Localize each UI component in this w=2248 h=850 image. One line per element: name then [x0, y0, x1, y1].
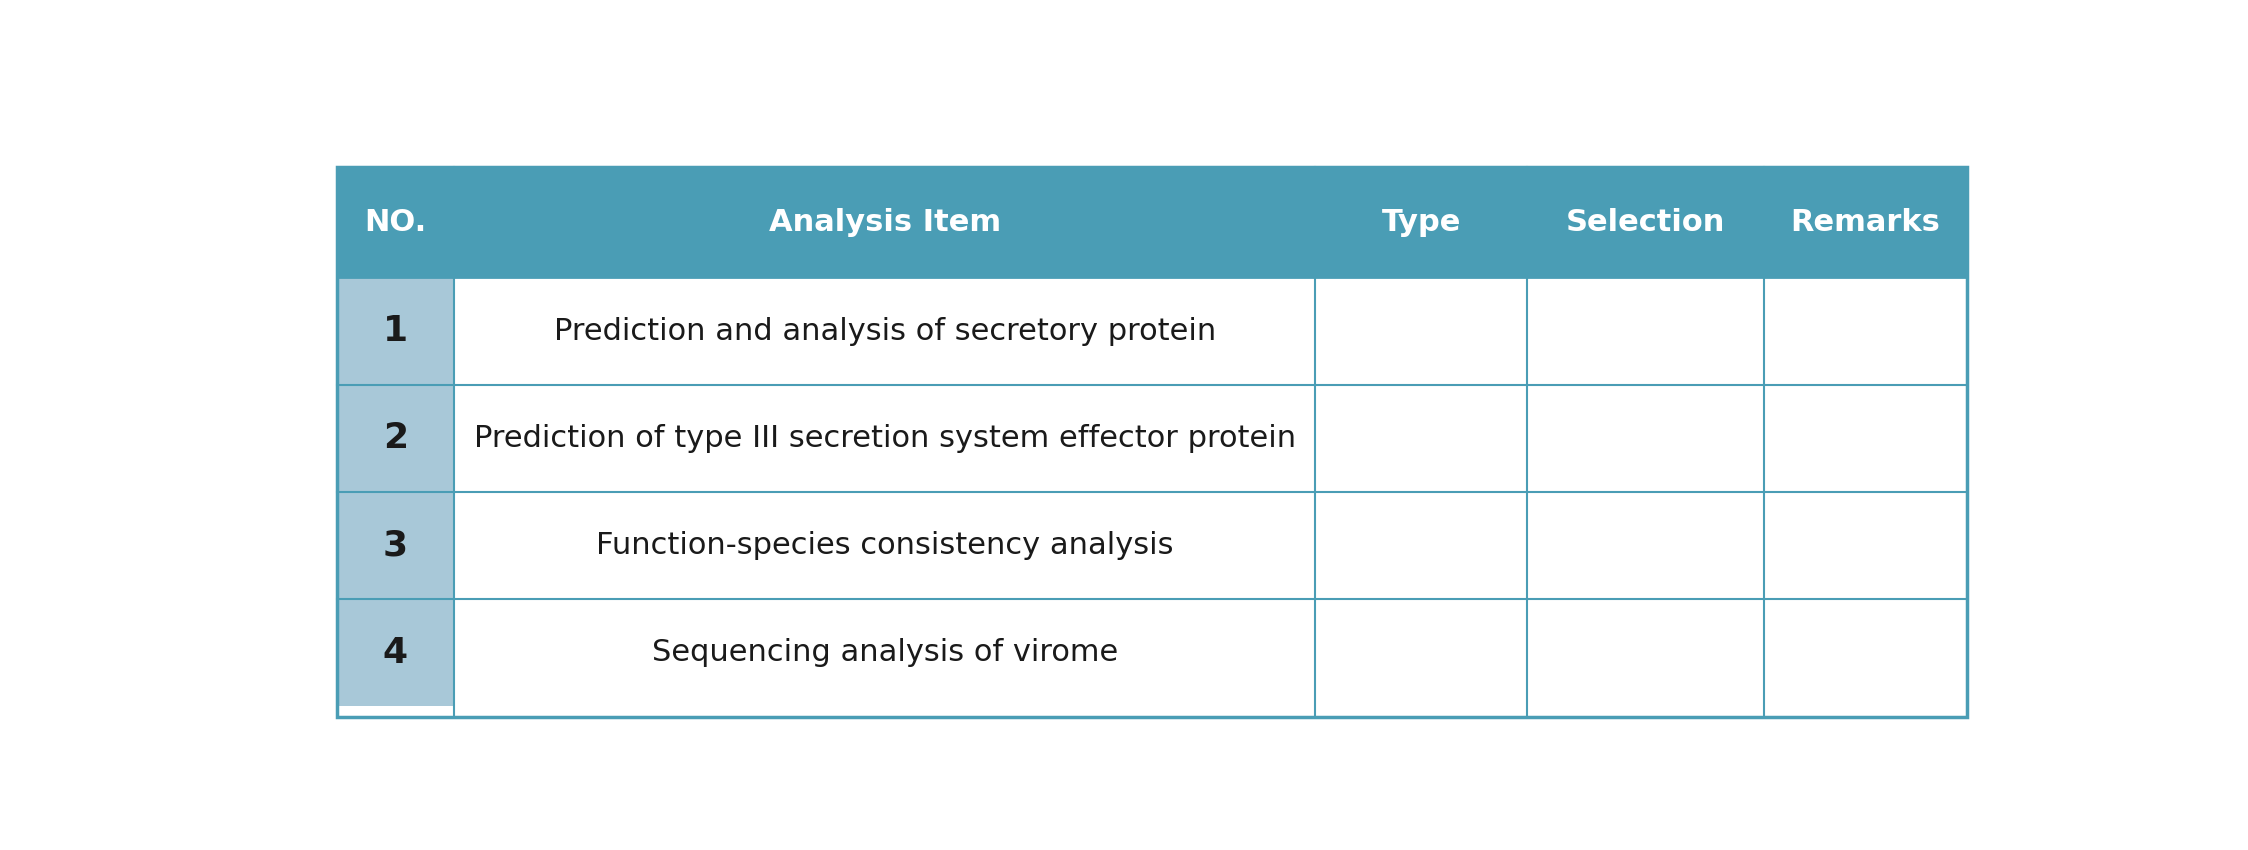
- Bar: [337, 167, 1967, 277]
- Bar: [337, 492, 454, 599]
- Text: Sequencing analysis of virome: Sequencing analysis of virome: [652, 638, 1117, 667]
- Bar: [454, 277, 1315, 384]
- Bar: [1765, 492, 1967, 599]
- Bar: [454, 384, 1315, 492]
- Bar: [1765, 599, 1967, 706]
- Text: Remarks: Remarks: [1792, 208, 1940, 237]
- Text: Prediction of type III secretion system effector protein: Prediction of type III secretion system …: [474, 423, 1295, 453]
- Bar: [1526, 599, 1765, 706]
- Text: Prediction and analysis of secretory protein: Prediction and analysis of secretory pro…: [553, 316, 1216, 345]
- Bar: [337, 277, 454, 384]
- Text: Type: Type: [1383, 208, 1461, 237]
- Bar: [454, 492, 1315, 599]
- Text: 1: 1: [382, 314, 409, 348]
- Bar: [454, 599, 1315, 706]
- Bar: [1526, 277, 1765, 384]
- Bar: [337, 167, 1967, 717]
- Text: 4: 4: [382, 636, 409, 670]
- Text: 3: 3: [382, 529, 409, 563]
- Bar: [1315, 492, 1526, 599]
- Bar: [1765, 277, 1967, 384]
- Bar: [1315, 277, 1526, 384]
- Bar: [1765, 384, 1967, 492]
- Text: NO.: NO.: [364, 208, 427, 237]
- Text: 2: 2: [382, 422, 409, 456]
- Text: Analysis Item: Analysis Item: [769, 208, 1000, 237]
- Bar: [1526, 492, 1765, 599]
- Bar: [1315, 599, 1526, 706]
- Bar: [1315, 384, 1526, 492]
- Text: Selection: Selection: [1565, 208, 1724, 237]
- Bar: [1526, 384, 1765, 492]
- Text: Function-species consistency analysis: Function-species consistency analysis: [596, 531, 1173, 560]
- Bar: [337, 384, 454, 492]
- Bar: [337, 599, 454, 706]
